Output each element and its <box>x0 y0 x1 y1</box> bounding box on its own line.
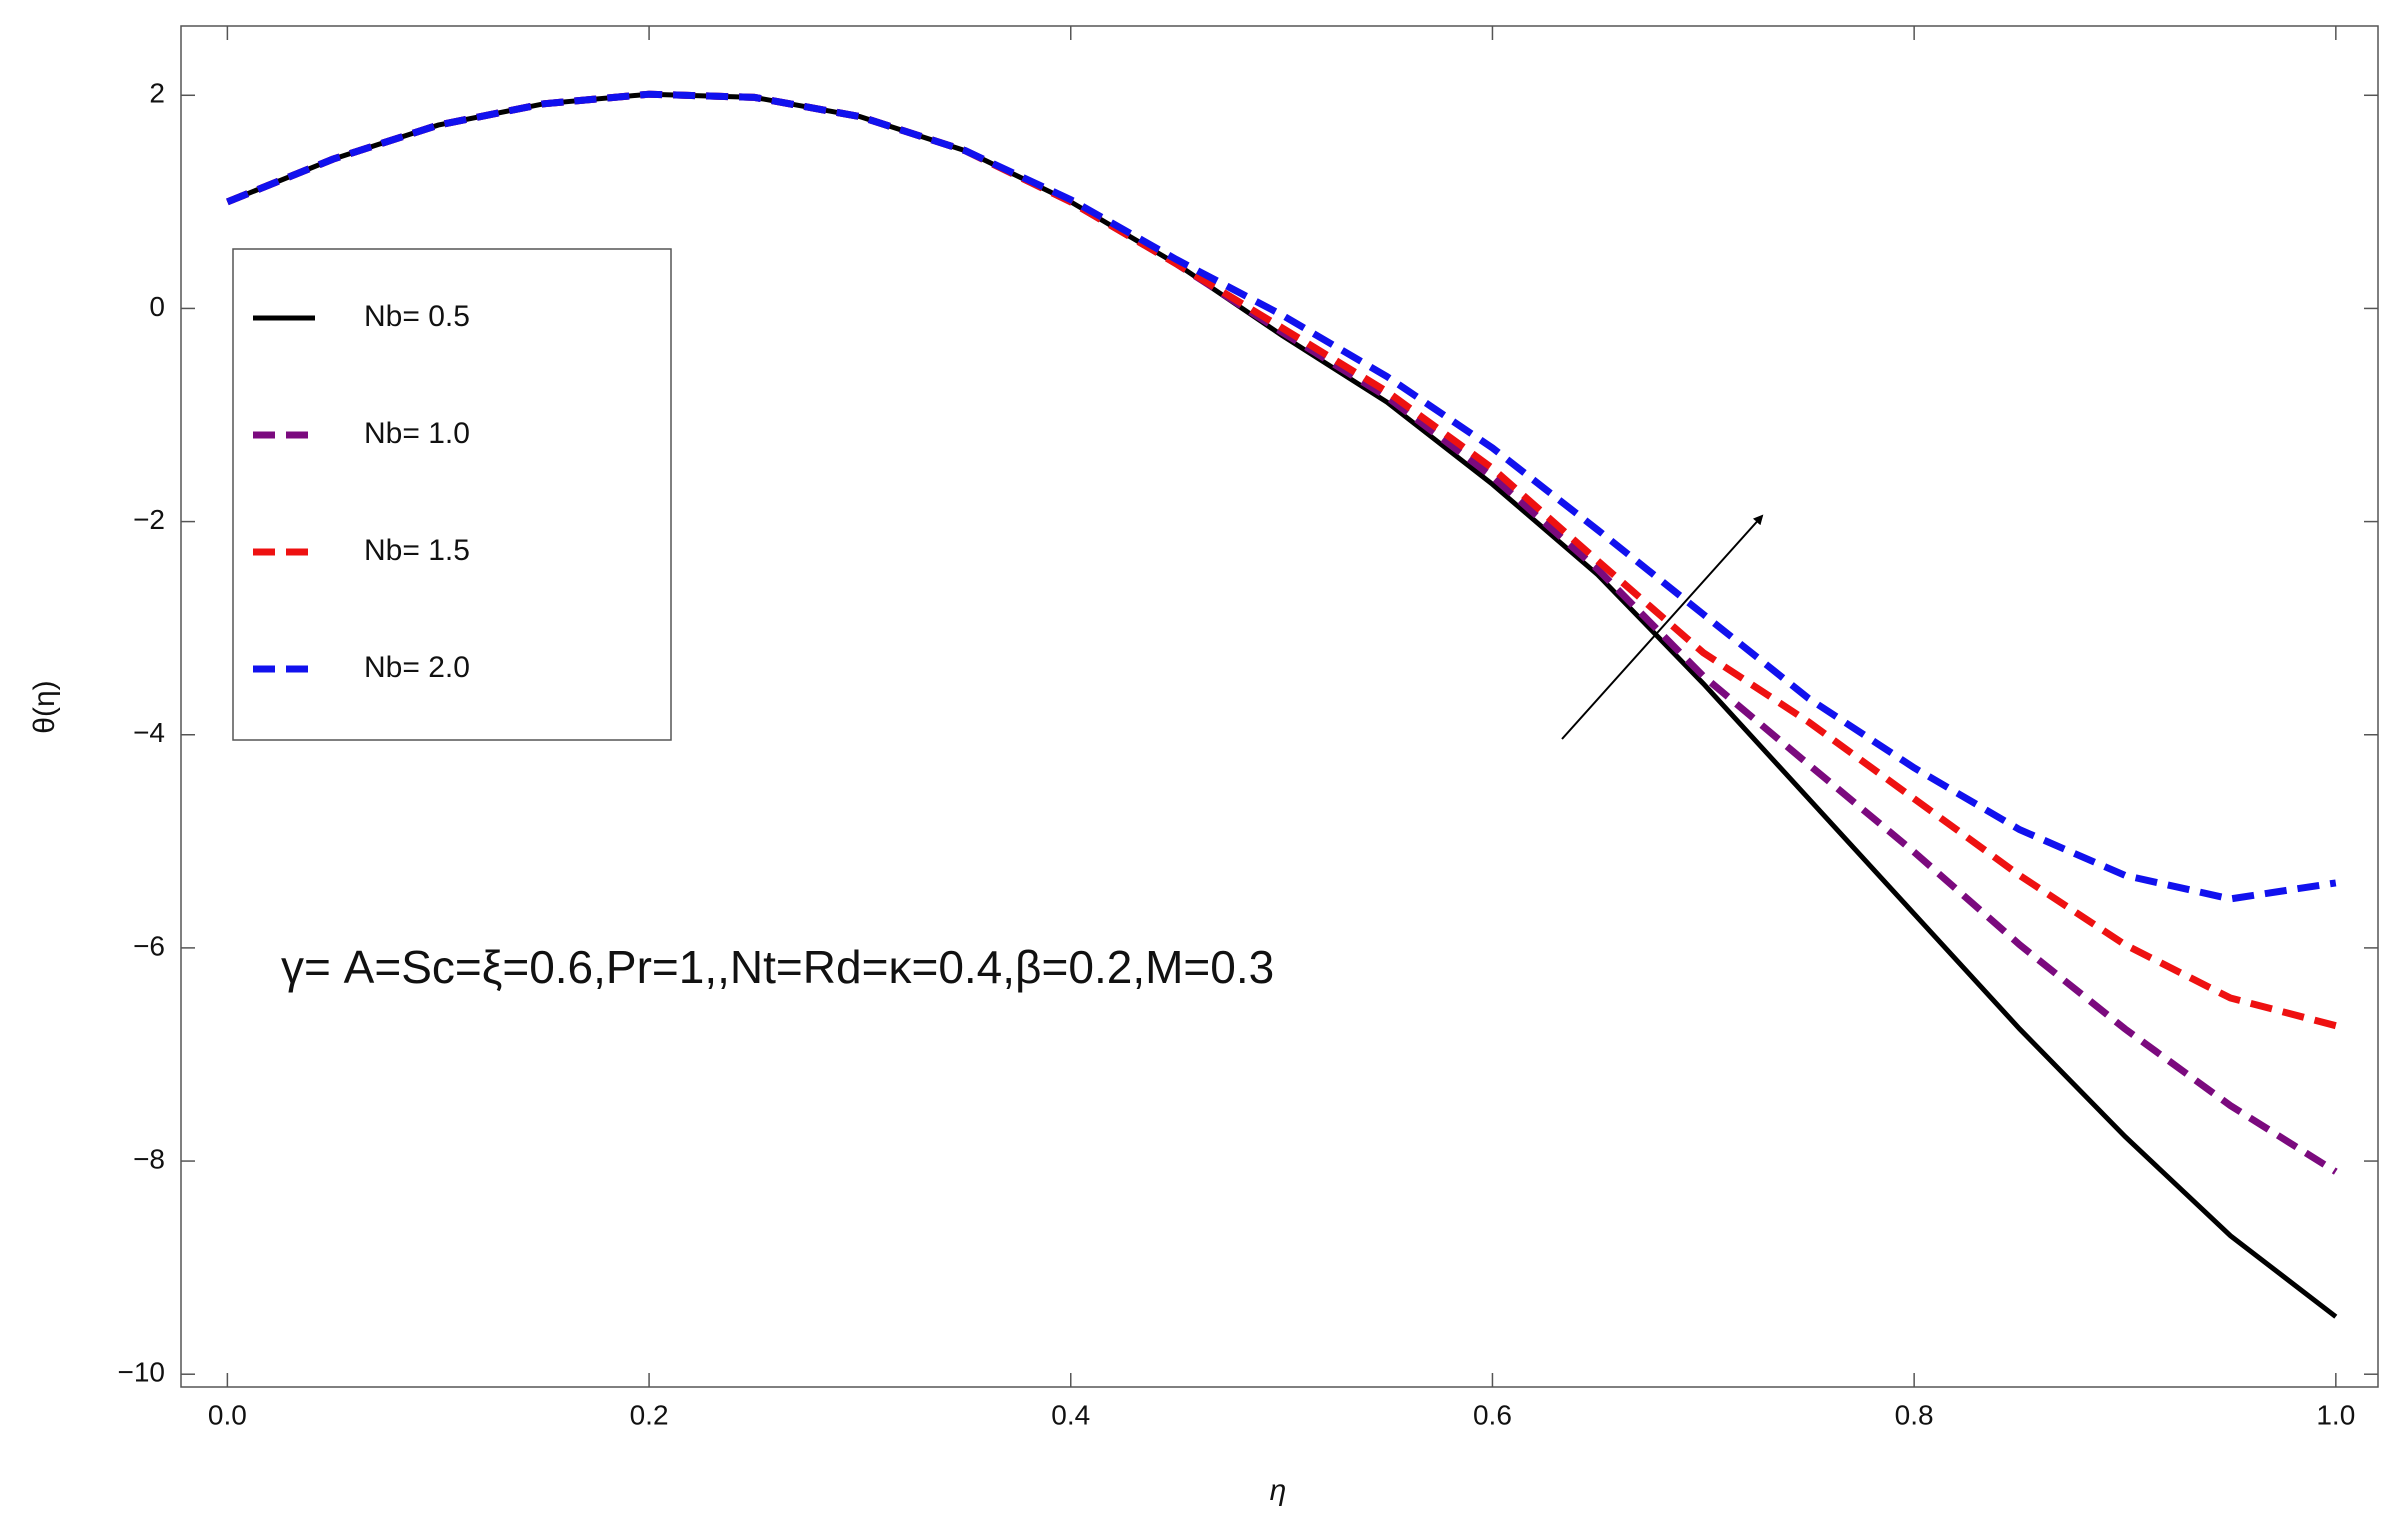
y-tick-label: −6 <box>133 930 165 961</box>
legend-box <box>232 248 672 741</box>
y-tick-label: 0 <box>149 291 165 322</box>
x-axis-label: η <box>1270 1474 1287 1507</box>
x-tick-label: 0.8 <box>1895 1399 1934 1430</box>
legend-label: Nb= 2.0 <box>364 651 470 684</box>
legend-label: Nb= 1.0 <box>364 417 470 450</box>
x-tick-label: 0.0 <box>208 1399 247 1430</box>
y-tick-label: −4 <box>133 717 165 748</box>
y-tick-label: 2 <box>149 78 165 109</box>
y-tick-label: −2 <box>133 504 165 535</box>
legend-label: Nb= 0.5 <box>364 300 470 333</box>
trend-arrow <box>1561 514 1764 740</box>
y-tick-label: −10 <box>118 1357 166 1388</box>
series-line <box>226 90 2337 903</box>
legend-label: Nb= 1.5 <box>364 534 470 567</box>
x-tick-label: 0.6 <box>1473 1399 1512 1430</box>
x-tick-label: 0.2 <box>630 1399 669 1430</box>
y-axis-label: θ(η) <box>28 680 61 733</box>
x-tick-label: 0.4 <box>1051 1399 1090 1430</box>
plot-frame <box>180 25 2379 1388</box>
x-tick-label: 1.0 <box>2316 1399 2355 1430</box>
annotation: γ= A=Sc=ξ=0.6,Pr=1,,Nt=Rd=κ=0.4,β=0.2,M=… <box>281 941 1274 993</box>
y-tick-label: −8 <box>133 1143 165 1174</box>
